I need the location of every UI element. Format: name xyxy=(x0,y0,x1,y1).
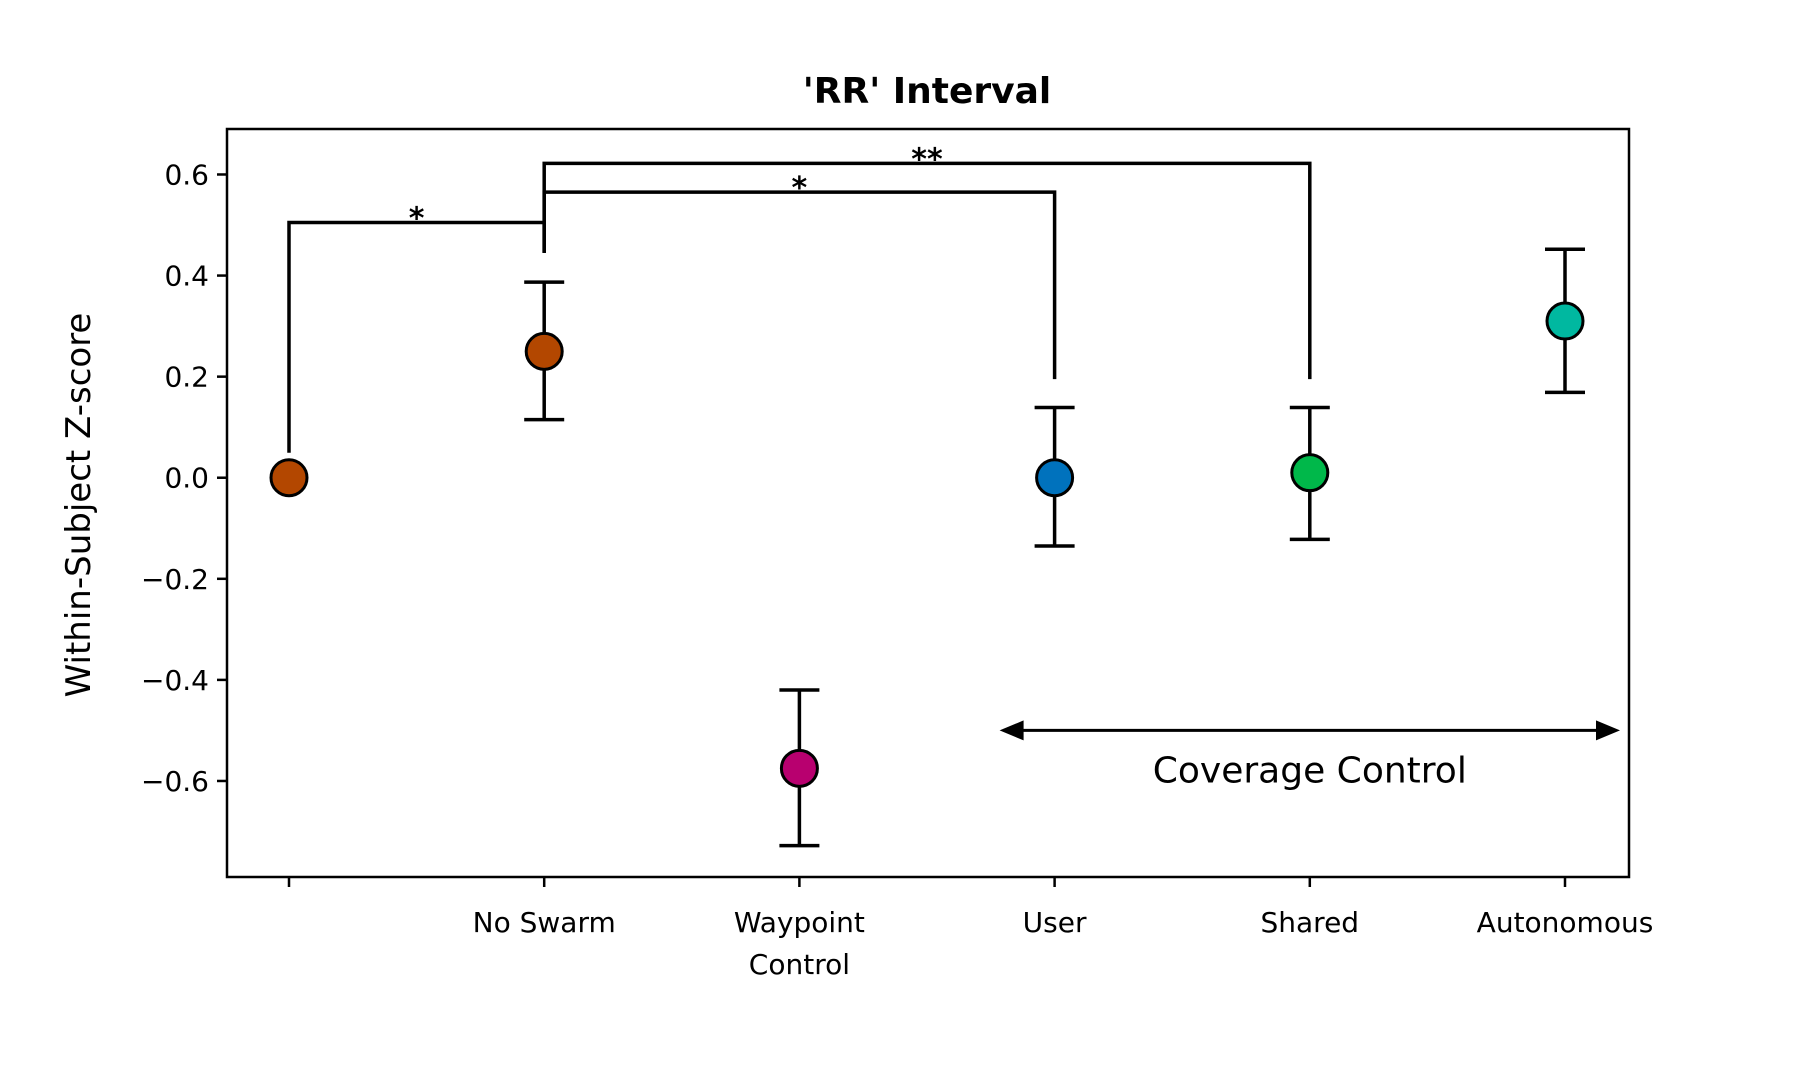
x-tick-label: No Swarm xyxy=(473,906,616,939)
coverage-arrow-right-head xyxy=(1596,720,1620,741)
data-point xyxy=(1290,453,1330,493)
axes-frame xyxy=(225,127,1631,879)
y-axis-label: Within-Subject Z-score xyxy=(59,313,99,698)
y-tick-label: −0.2 xyxy=(141,563,209,596)
x-tick-label: User xyxy=(1023,906,1087,939)
data-point xyxy=(1035,458,1075,498)
significance-label: * xyxy=(792,171,808,206)
data-point xyxy=(269,458,309,498)
data-point xyxy=(779,748,819,788)
coverage-arrow-left-head xyxy=(999,720,1024,741)
y-tick-label: 0.0 xyxy=(164,462,209,495)
y-tick-label: 0.2 xyxy=(164,361,209,394)
significance-label: ** xyxy=(911,142,943,177)
y-tick-label: 0.4 xyxy=(164,260,209,293)
x-tick-label: Waypoint xyxy=(734,906,865,939)
x-tick-label: Control xyxy=(749,948,850,981)
plot-area: 0.6 0.4 0.2 0.0 −0.2 −0.4 −0.6 No Swarm Waypoint… xyxy=(141,142,1653,981)
y-tick-label: −0.4 xyxy=(141,664,209,697)
significance-bracket xyxy=(287,220,546,453)
data-point xyxy=(524,331,564,371)
significance-bracket xyxy=(542,190,1057,380)
significance-bracket xyxy=(542,161,1312,380)
significance-label: * xyxy=(409,202,425,237)
y-tick-label: −0.6 xyxy=(141,765,209,798)
chart-title: 'RR' Interval xyxy=(803,71,1052,112)
coverage-control-label: Coverage Control xyxy=(1153,750,1467,791)
y-tick-label: 0.6 xyxy=(164,158,209,191)
x-tick-label: Shared xyxy=(1261,906,1360,939)
data-point xyxy=(1545,301,1585,341)
x-tick-label: Autonomous xyxy=(1477,906,1654,939)
